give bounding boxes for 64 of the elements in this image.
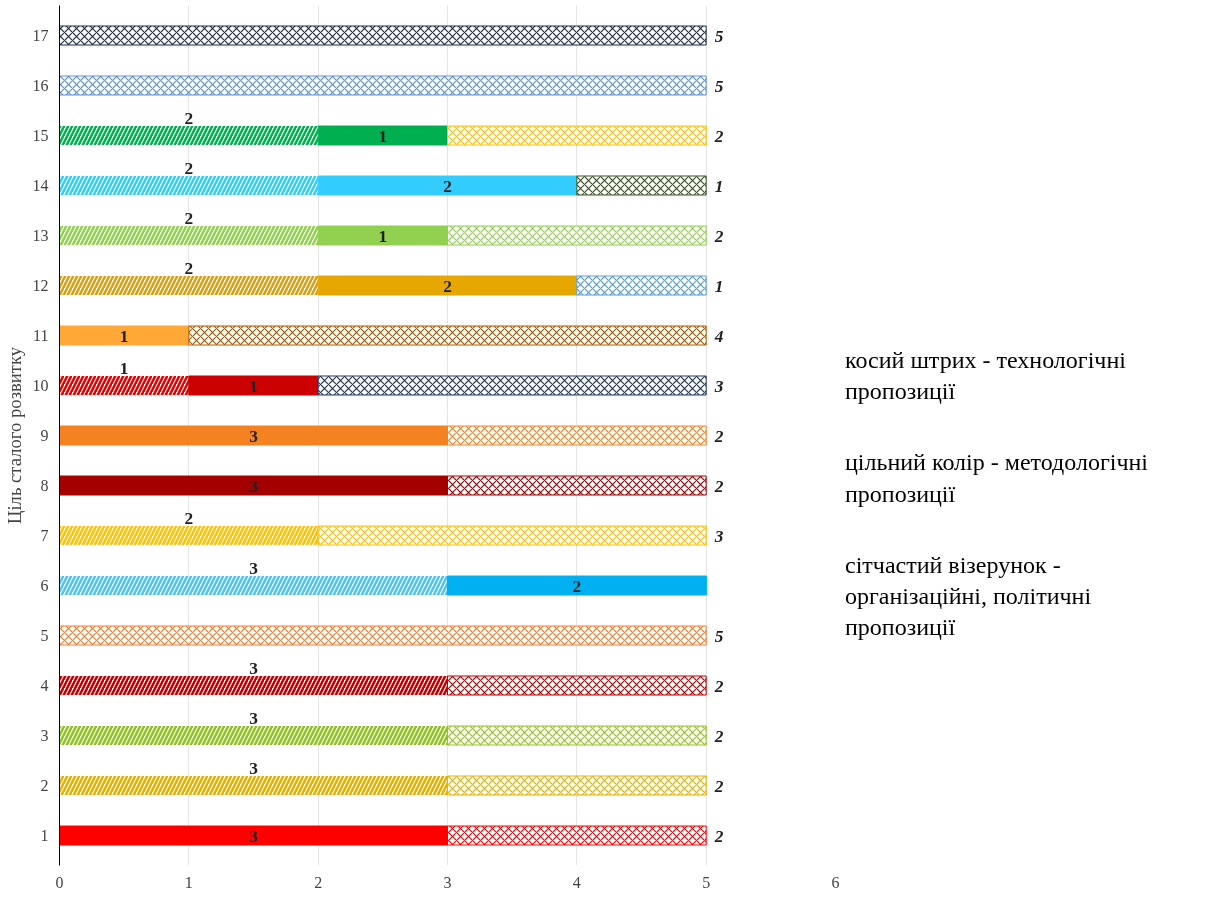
data-label: 3 xyxy=(713,527,724,546)
data-label: 3 xyxy=(249,658,259,678)
text: цільний колір - методологічні пропозиції xyxy=(845,448,1149,509)
y-tick-label: 3 xyxy=(40,727,49,744)
y-tick-label: 4 xyxy=(40,677,49,694)
x-tick-label: 6 xyxy=(831,873,840,891)
data-label: 4 xyxy=(713,327,724,346)
data-label: 1 xyxy=(714,277,724,296)
y-tick-label: 13 xyxy=(32,227,49,244)
x-tick-label: 4 xyxy=(572,873,581,891)
y-tick-label: 6 xyxy=(40,577,49,594)
data-label: 2 xyxy=(713,827,724,846)
data-label: 2 xyxy=(184,158,194,178)
data-label: 1 xyxy=(378,227,388,246)
data-label: 2 xyxy=(713,477,724,496)
y-tick-label: 8 xyxy=(40,477,49,494)
x-tick-label: 2 xyxy=(314,873,323,891)
y-tick-label: 10 xyxy=(32,377,49,394)
y-tick-label: 15 xyxy=(32,127,49,144)
data-label: 2 xyxy=(184,108,194,128)
text: косий штрих - технологічні пропозиції xyxy=(845,346,1127,407)
data-label: 2 xyxy=(713,727,724,746)
y-axis-title: Ціль сталого розвитку xyxy=(3,346,25,525)
x-tick-label: 5 xyxy=(702,873,711,891)
y-tick-label: 11 xyxy=(33,327,49,344)
data-label: 1 xyxy=(378,127,388,146)
y-tick-label: 14 xyxy=(32,177,49,194)
data-label: 2 xyxy=(184,258,194,278)
data-label: 2 xyxy=(713,777,724,796)
data-label: 3 xyxy=(249,827,259,846)
data-label: 5 xyxy=(714,27,724,46)
data-label: 5 xyxy=(714,77,724,96)
data-label: 1 xyxy=(249,377,258,396)
data-label: 3 xyxy=(713,377,724,396)
data-label: 2 xyxy=(443,277,452,296)
data-label: 2 xyxy=(713,677,724,696)
data-label: 1 xyxy=(119,358,129,378)
data-label: 5 xyxy=(714,627,724,646)
y-tick-label: 9 xyxy=(40,427,49,444)
y-tick-label: 16 xyxy=(32,77,49,94)
x-tick-label: 0 xyxy=(55,873,64,891)
data-label: 1 xyxy=(119,327,129,346)
y-tick-label: 17 xyxy=(32,27,49,44)
data-label: 2 xyxy=(713,427,724,446)
data-label: 3 xyxy=(249,758,259,778)
data-label: 2 xyxy=(713,127,724,146)
data-label: 2 xyxy=(184,508,194,528)
data-label: 2 xyxy=(572,577,582,596)
data-label: 1 xyxy=(714,177,724,196)
data-label: 3 xyxy=(249,477,259,496)
text: сітчастий візерунок - організаційні, політичні пропозиції xyxy=(845,550,1093,643)
y-tick-label: 12 xyxy=(32,277,49,294)
data-label: 3 xyxy=(249,427,259,446)
data-label: 3 xyxy=(249,558,259,578)
x-tick-label: 1 xyxy=(184,873,193,891)
x-tick-label: 3 xyxy=(443,873,452,891)
y-tick-label: 7 xyxy=(40,527,49,544)
data-label: 2 xyxy=(184,208,194,228)
y-tick-label: 5 xyxy=(40,627,49,644)
y-tick-label: 1 xyxy=(40,827,49,844)
y-tick-label: 2 xyxy=(40,777,49,794)
data-label: 2 xyxy=(713,227,724,246)
data-label: 2 xyxy=(443,177,452,196)
data-label: 3 xyxy=(249,708,259,728)
